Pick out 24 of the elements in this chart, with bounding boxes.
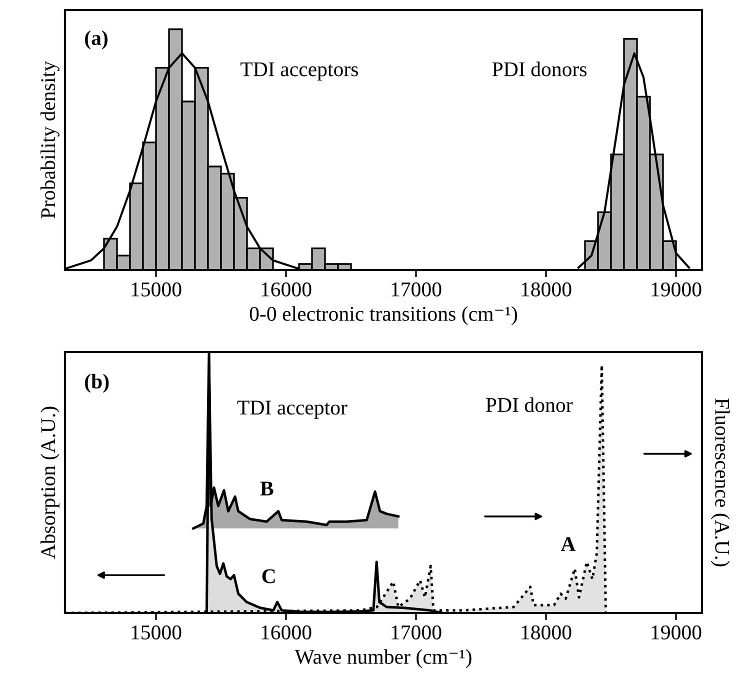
annotation: (a) [85,30,108,50]
annotation: TDI acceptors [240,62,358,81]
x-tick-label: 18000 [522,282,572,296]
x-tick-label: 15000 [132,282,182,296]
x-tick-label: 19000 [652,625,702,640]
x-tick-label: 17000 [392,282,442,296]
series-label: A [560,537,576,551]
y2-axis-title: Fluorescence (A.U.) [710,398,730,566]
x-axis-title: Wave number (cm⁻¹) [294,649,472,668]
x-tick-label: 17000 [392,625,442,640]
y-axis-title: Probability density [40,61,60,218]
annotation: PDI donors [492,62,587,76]
x-tick-label: 19000 [652,282,702,296]
x-tick-label: 16000 [262,282,312,296]
series-label: B [260,482,274,496]
x-axis-title: 0-0 electronic transitions (cm⁻¹) [250,306,518,326]
annotation: (b) [85,374,109,393]
series-label: C [262,569,275,584]
x-tick-label: 15000 [132,625,182,640]
annotation: TDI acceptor [237,400,348,419]
x-tick-label: 16000 [262,625,312,640]
y-axis-title: Absorption (A.U.) [40,406,60,559]
x-tick-label: 18000 [522,625,572,640]
annotation: PDI donor [486,397,573,412]
